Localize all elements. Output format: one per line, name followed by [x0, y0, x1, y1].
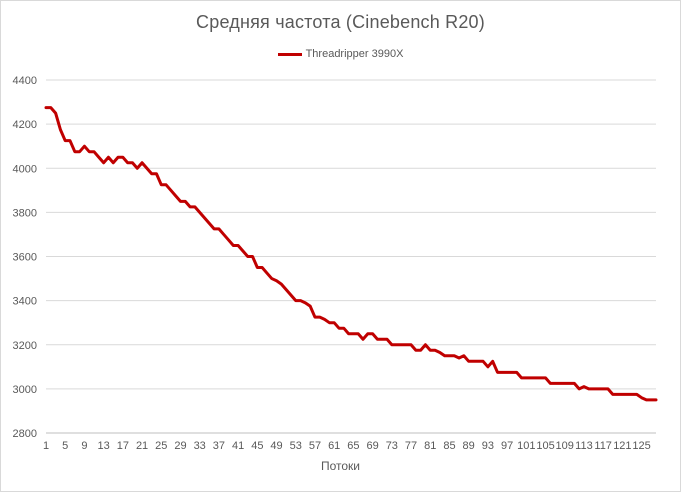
- x-tick-label: 89: [463, 440, 475, 452]
- x-tick-label: 77: [405, 440, 417, 452]
- chart-title: Средняя частота (Cinebench R20): [196, 12, 485, 32]
- legend: Threadripper 3990X: [0, 48, 681, 60]
- x-tick-label: 73: [386, 440, 398, 452]
- y-tick-label: 3800: [13, 207, 37, 219]
- x-tick-label: 117: [594, 440, 612, 452]
- y-tick-label: 3600: [13, 252, 37, 264]
- x-tick-label: 29: [174, 440, 186, 452]
- y-tick-label: 4200: [13, 119, 37, 131]
- x-tick-label: 37: [213, 440, 225, 452]
- x-tick-label: 105: [536, 440, 554, 452]
- x-tick-label: 113: [575, 440, 593, 452]
- x-tick-label: 49: [270, 440, 282, 452]
- x-tick-label: 5: [62, 440, 68, 452]
- x-tick-label: 41: [232, 440, 244, 452]
- x-tick-label: 9: [81, 440, 87, 452]
- x-tick-label: 65: [347, 440, 359, 452]
- x-tick-label: 17: [117, 440, 129, 452]
- series-line-threadripper-3990x: [44, 106, 658, 402]
- x-tick-label: 121: [613, 440, 631, 452]
- x-tick-label: 21: [136, 440, 148, 452]
- x-tick-label: 93: [482, 440, 494, 452]
- x-tick-label: 109: [556, 440, 574, 452]
- x-tick-label: 13: [98, 440, 110, 452]
- x-tick-label: 57: [309, 440, 321, 452]
- y-tick-label: 3000: [13, 384, 37, 396]
- x-tick-label: 101: [517, 440, 535, 452]
- x-axis-label: Потоки: [320, 459, 361, 473]
- x-tick-label: 125: [632, 440, 650, 452]
- x-tick-label: 61: [328, 440, 340, 452]
- x-tick-label: 85: [443, 440, 455, 452]
- x-tick-label: 97: [501, 440, 513, 452]
- x-tick-label: 69: [366, 440, 378, 452]
- x-tick-label: 45: [251, 440, 263, 452]
- y-tick-label: 4000: [13, 163, 37, 175]
- x-tick-label: 53: [290, 440, 302, 452]
- x-tick-label: 81: [424, 440, 436, 452]
- y-tick-label: 3400: [13, 296, 37, 308]
- x-tick-label: 33: [194, 440, 206, 452]
- legend-swatch: [277, 52, 302, 56]
- y-tick-label: 4400: [13, 75, 37, 87]
- y-tick-label: 3200: [13, 340, 37, 352]
- legend-label: Threadripper 3990X: [305, 48, 404, 60]
- y-tick-label: 2800: [13, 428, 37, 440]
- x-tick-label: 1: [43, 440, 49, 452]
- x-tick-label: 25: [155, 440, 167, 452]
